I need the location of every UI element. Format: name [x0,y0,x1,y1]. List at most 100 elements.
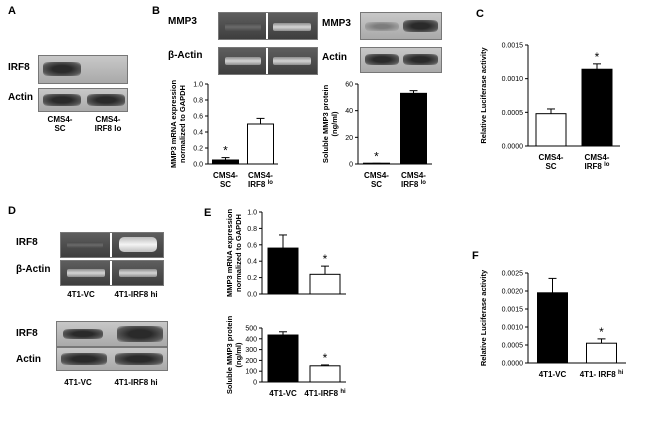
y-tick-label-b1: 0.6 [193,114,203,121]
significance-asterisk-b2: * [374,149,379,163]
y-tick-label-f: 0.0025 [502,271,524,278]
y-tick-label-b1: 1.0 [193,82,203,89]
lane-divider [266,48,268,74]
panel-letter-f: F [472,250,479,262]
y-tick-label-e1: 1.0 [247,210,257,217]
irf8-gel-band-irf8hi [119,237,157,252]
significance-asterisk-c: * [595,50,600,64]
x-tick-label-b1: CMS4-IRF8 lo [248,171,273,189]
bar-e2 [309,365,341,383]
actin-band-sc [43,94,81,106]
panel-letter-e: E [204,207,212,219]
significance-asterisk-b1: * [223,144,228,158]
panel-letter-a: A [8,5,16,17]
actin-wb-band-vc [61,353,107,365]
y-tick-label-b2: 20 [345,135,353,142]
wb-lane-label-4t1-vc: 4T1-VC [64,378,92,387]
lane-label-cms4-irf8lo: CMS4- IRF8 lo [94,115,122,133]
y-tick-label-f: 0.0020 [502,289,524,296]
bar-f [537,292,568,364]
y-axis-label-f: Relative Luciferase activity [479,269,488,366]
y-tick-label-c: 0.0005 [502,110,524,117]
y-tick-label-e2: 300 [245,347,257,354]
bar-c [535,113,567,147]
gel-lane-label-4t1-irf8hi: 4T1-IRF8 hi [114,290,158,299]
mmp3-pcr-gel-b [218,12,318,40]
lane-divider [266,13,268,39]
wb-label-actin-d: Actin [16,354,41,365]
actin-wb-band-irf8lo [403,54,438,65]
y-tick-label-e1: 0.6 [247,242,257,249]
bar-b2 [400,92,427,165]
y-tick-label-b2: 0 [349,162,353,169]
y-tick-label-e2: 500 [245,326,257,333]
beta-actin-gel-band-vc [67,269,105,277]
irf8-western-blot-a [38,55,128,84]
lane-label-cms4-sc: CMS4- SC [47,115,73,133]
y-tick-label-b2: 40 [345,108,353,115]
beta-actin-pcr-gel-b [218,47,318,75]
bar-e1 [267,247,299,295]
mmp3-band-irf8lo [273,23,311,31]
y-tick-label-e2: 400 [245,336,257,343]
irf8-wb-band-vc [63,329,103,339]
y-tick-label-e1: 0.0 [247,292,257,299]
beta-actin-band-sc [225,57,261,65]
gel-label-irf8-d: IRF8 [16,237,38,248]
y-tick-label-c: 0.0000 [502,144,524,151]
y-tick-label-e2: 100 [245,369,257,376]
y-tick-label-b1: 0.0 [193,162,203,169]
y-tick-label-b1: 0.8 [193,98,203,105]
y-tick-label-b1: 0.2 [193,146,203,153]
gel-label-beta-actin: β-Actin [168,50,203,61]
actin-western-blot-a [38,88,128,112]
mmp3-wb-band-irf8lo [403,20,438,32]
mmp3-wb-band-sc [365,22,399,31]
y-tick-label-f: 0.0010 [502,325,524,332]
wb-label-irf8-d: IRF8 [16,328,38,339]
x-tick-label-e2: 4T1-VC [269,389,297,398]
significance-asterisk-e2: * [323,351,328,365]
irf8-western-blot-d [56,321,168,347]
actin-wb-band-sc [365,54,399,65]
y-tick-label-b1: 0.4 [193,130,203,137]
panel-letter-c: C [476,8,484,20]
mmp3-western-blot-b [360,12,442,40]
y-axis-label-e1: MMP3 mRNA expressionnormalized to GAPDH [225,209,243,297]
bar-f [586,342,617,364]
irf8-pcr-gel-d [60,232,164,258]
y-axis-label-b1: MMP3 mRNA expressionnormalized to GAPDH [169,80,187,168]
panel-letter-b: B [152,5,160,17]
y-axis-label-b2: Soluble MMP3 protein(ng/ml) [321,84,339,163]
y-tick-label-e2: 200 [245,358,257,365]
lane-divider [110,233,112,257]
y-tick-label-e1: 0.4 [247,259,257,266]
y-tick-label-c: 0.0010 [502,76,524,83]
bar-c [581,68,613,147]
y-tick-label-b2: 60 [345,82,353,89]
y-tick-label-f: 0.0005 [502,343,524,350]
gel-label-mmp3: MMP3 [168,16,197,27]
y-axis-label-e2: Soluble MMP3 protein(ng/ml) [225,315,243,394]
gel-label-beta-actin-d: β-Actin [16,264,51,275]
x-tick-label-f: 4T1-VC [539,370,567,379]
actin-band-irf8lo [87,94,125,106]
bar-e2 [267,334,299,383]
gel-lane-label-4t1-vc: 4T1-VC [67,290,95,299]
irf8-gel-band-vc [67,242,103,248]
x-tick-label-b2: CMS4-SC [364,171,389,189]
y-tick-label-e1: 0.2 [247,275,257,282]
y-tick-label-f: 0.0000 [502,361,524,368]
actin-western-blot-b [360,47,442,73]
beta-actin-band-irf8lo [273,57,311,65]
y-tick-label-f: 0.0015 [502,307,524,314]
wb-lane-label-4t1-irf8hi: 4T1-IRF8 hi [114,378,158,387]
blot-label-actin: Actin [8,92,33,103]
y-tick-label-e1: 0.8 [247,226,257,233]
mmp3-band-sc [225,23,261,31]
beta-actin-gel-band-irf8hi [119,269,157,277]
y-tick-label-e2: 0 [253,380,257,387]
actin-wb-band-irf8hi [115,353,163,365]
wb-label-mmp3: MMP3 [322,18,351,29]
blot-label-irf8: IRF8 [8,62,30,73]
